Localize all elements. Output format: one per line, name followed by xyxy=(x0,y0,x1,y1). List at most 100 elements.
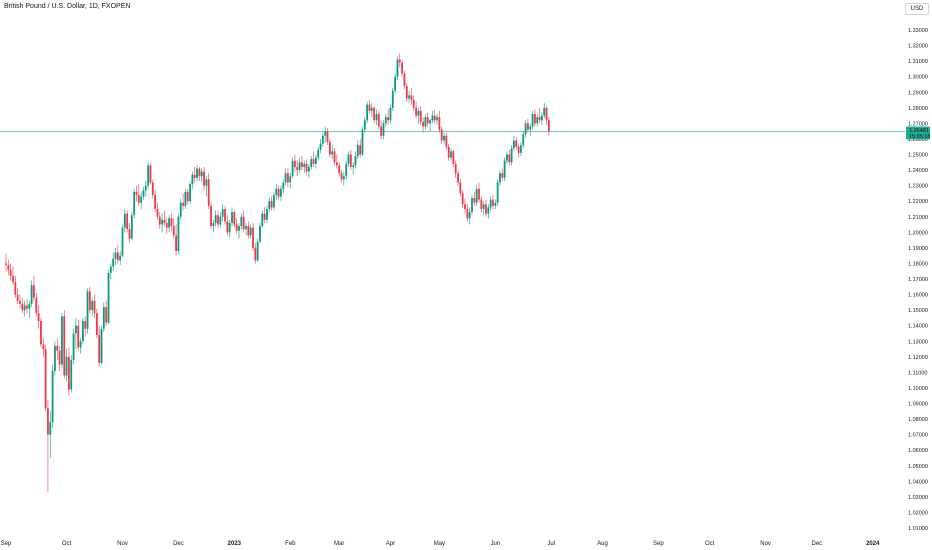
candle-body xyxy=(254,247,257,261)
candle-body xyxy=(359,145,362,155)
price-tick-label: 1.07000 xyxy=(908,433,928,439)
price-tick-label: 1.30000 xyxy=(908,75,928,81)
candle-body xyxy=(186,191,189,202)
candle-body xyxy=(401,62,403,74)
price-tick-label: 1.10000 xyxy=(908,386,928,392)
time-axis[interactable]: Sep Oct Nov Dec 2023 Feb Mar Apr May Jun Jul Aug Sep… xyxy=(1,541,880,547)
time-tick-label: 2024 xyxy=(866,541,880,547)
candle-body xyxy=(231,212,233,223)
price-tick-label: 1.29000 xyxy=(908,90,928,96)
candle-body xyxy=(424,117,427,127)
candle-body xyxy=(249,227,252,236)
candle-body xyxy=(517,146,520,153)
candle-body xyxy=(184,191,187,206)
currency-button[interactable]: USD xyxy=(905,3,929,15)
candle-body xyxy=(389,107,392,121)
candle-body xyxy=(480,199,483,209)
candle-body xyxy=(328,142,331,155)
candle-body xyxy=(301,162,303,167)
time-tick-label: Dec xyxy=(812,541,823,547)
time-tick-label: Oct xyxy=(62,541,72,547)
candle-body xyxy=(130,215,133,239)
candle-body xyxy=(522,134,525,146)
price-tick-label: 1.19000 xyxy=(908,246,928,252)
candle-body xyxy=(296,166,299,171)
candle-body xyxy=(93,300,96,314)
price-axis[interactable]: 1.33000 1.32000 1.31000 1.30000 1.29000 1.280… xyxy=(908,28,928,532)
candle-body xyxy=(415,107,417,116)
candle-body xyxy=(65,356,68,376)
candle-body xyxy=(436,117,438,121)
candle-body xyxy=(310,159,313,167)
candle-body xyxy=(538,117,541,121)
price-tick-label: 1.25000 xyxy=(908,153,928,159)
candle-body xyxy=(54,345,56,371)
candle-body xyxy=(529,126,532,130)
candle-body xyxy=(266,208,268,220)
price-tick-label: 1.28000 xyxy=(908,106,928,112)
candle-body xyxy=(433,115,436,121)
candle-body xyxy=(326,131,329,143)
price-tick-label: 1.15000 xyxy=(908,308,928,314)
candle-body xyxy=(412,100,415,108)
candle-body xyxy=(513,140,515,149)
candle-body xyxy=(109,266,112,273)
candle-body xyxy=(447,146,450,158)
candle-body xyxy=(287,173,289,183)
candle-body xyxy=(102,307,105,329)
candle-body xyxy=(361,129,364,155)
time-tick-label: Sep xyxy=(653,541,664,547)
candle-body xyxy=(375,114,378,121)
candle-body xyxy=(151,182,154,195)
candle-body xyxy=(398,59,401,63)
candle-body xyxy=(429,120,431,124)
candle-body xyxy=(270,201,273,208)
candle-body xyxy=(35,297,38,314)
candle-body xyxy=(226,221,229,233)
candle-body xyxy=(356,145,359,157)
candle-body xyxy=(354,156,357,166)
candle-body xyxy=(224,208,226,222)
candle-body xyxy=(205,179,208,186)
candle-body xyxy=(461,193,464,205)
candle-body xyxy=(536,117,539,124)
candle-body xyxy=(457,173,459,183)
candle-body xyxy=(228,222,231,233)
candle-body xyxy=(107,272,110,323)
price-tick-label: 1.14000 xyxy=(908,324,928,330)
candle-body xyxy=(49,422,52,435)
candle-body xyxy=(268,201,271,209)
candle-body xyxy=(291,160,294,177)
candle-body xyxy=(9,269,12,276)
candle-body xyxy=(275,188,278,195)
candle-body xyxy=(394,76,397,91)
candle-body xyxy=(363,120,366,130)
candle-body xyxy=(100,328,103,364)
time-tick-label: 2023 xyxy=(228,541,242,547)
candle-body xyxy=(366,104,369,121)
candle-body xyxy=(37,313,40,322)
candle-body xyxy=(240,216,243,227)
candle-body xyxy=(431,115,434,121)
candle-body xyxy=(142,190,145,197)
candle-body xyxy=(298,162,301,171)
candle-body xyxy=(284,173,287,183)
candle-body xyxy=(478,188,480,200)
candle-body xyxy=(263,213,266,220)
candle-body xyxy=(84,321,87,329)
candle-body xyxy=(345,163,348,177)
candle-body xyxy=(482,204,485,209)
candle-body xyxy=(527,123,529,130)
candle-body xyxy=(373,107,376,121)
candle-body xyxy=(349,154,352,167)
candle-body xyxy=(541,115,543,121)
candle-body xyxy=(168,218,170,228)
candle-body xyxy=(200,171,203,177)
candle-body xyxy=(112,258,115,267)
time-tick-label: Nov xyxy=(760,541,771,547)
candle-body xyxy=(26,305,28,309)
candle-body xyxy=(210,205,212,227)
candle-body xyxy=(520,145,522,153)
candle-body xyxy=(81,321,84,342)
